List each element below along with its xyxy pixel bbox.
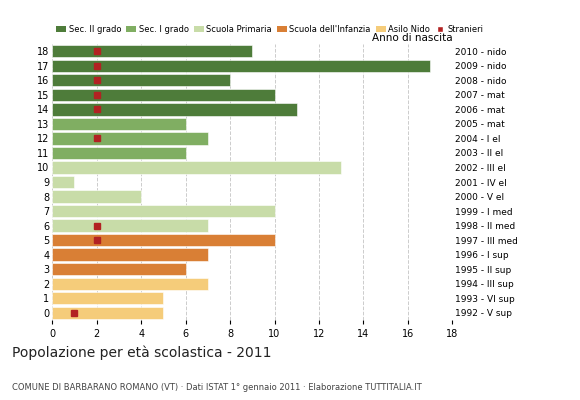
Text: Anno di nascita: Anno di nascita [372, 33, 452, 43]
Bar [52, 278, 208, 290]
Bar [52, 161, 341, 174]
Bar [52, 103, 297, 116]
Bar [52, 147, 186, 159]
Bar [52, 132, 208, 144]
Bar [52, 263, 186, 275]
Bar [52, 190, 141, 203]
Bar [52, 74, 230, 86]
Bar [52, 220, 208, 232]
Text: Popolazione per età scolastica - 2011: Popolazione per età scolastica - 2011 [12, 346, 271, 360]
Bar [52, 205, 274, 217]
Bar [52, 60, 430, 72]
Text: COMUNE DI BARBARANO ROMANO (VT) · Dati ISTAT 1° gennaio 2011 · Elaborazione TUTT: COMUNE DI BARBARANO ROMANO (VT) · Dati I… [12, 383, 421, 392]
Bar [52, 306, 164, 319]
Bar [52, 248, 208, 261]
Bar [52, 176, 74, 188]
Bar [52, 292, 164, 304]
Bar [52, 234, 274, 246]
Legend: Sec. II grado, Sec. I grado, Scuola Primaria, Scuola dell'Infanzia, Asilo Nido, : Sec. II grado, Sec. I grado, Scuola Prim… [56, 25, 484, 34]
Bar [52, 45, 252, 58]
Bar [52, 118, 186, 130]
Bar [52, 89, 274, 101]
